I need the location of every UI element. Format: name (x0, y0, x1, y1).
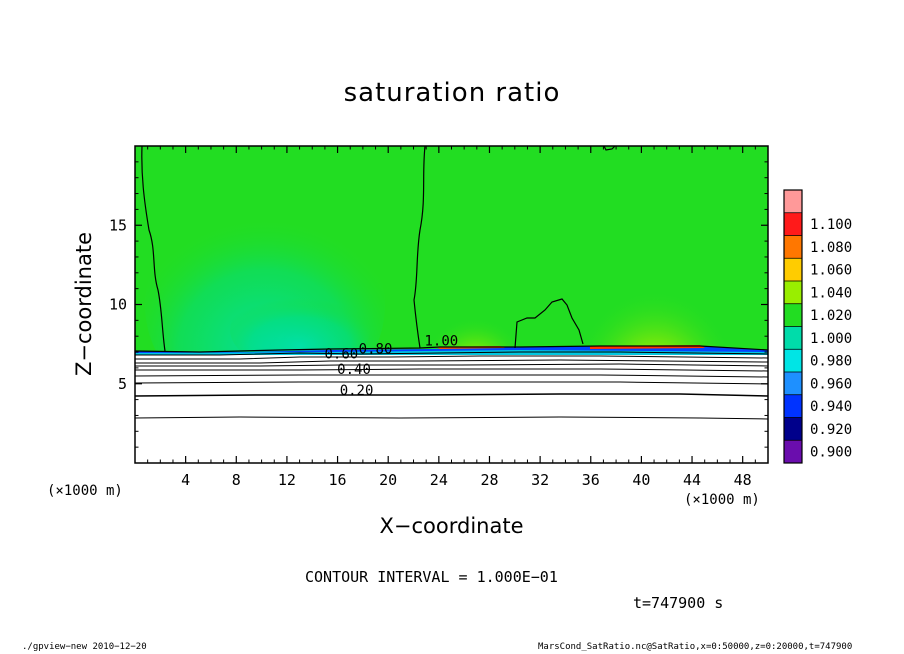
colorbar-label-3: 0.960 (810, 376, 852, 392)
contour-0.20 (135, 393, 768, 397)
chart-title: saturation ratio (343, 78, 561, 108)
x-tick-label-1: 8 (232, 471, 241, 489)
colorbar-label-10: 1.100 (810, 217, 852, 233)
contour-1.00-bump (514, 298, 584, 349)
colorbar-label-8: 1.060 (810, 263, 852, 279)
footer-right: MarsCond_SatRatio.nc@SatRatio,x=0:50000,… (538, 642, 853, 652)
contour-label-0: 0.20 (340, 383, 374, 399)
x-tick-label-8: 36 (582, 471, 600, 489)
contour-0.50 (135, 368, 768, 372)
footer-left: ./gpview−new 2010−12−20 (22, 642, 147, 652)
x-tick-label-2: 12 (278, 471, 296, 489)
x-tick-label-4: 20 (379, 471, 397, 489)
colorbar-label-1: 0.920 (810, 422, 852, 438)
x-tick-label-5: 24 (430, 471, 448, 489)
contour-label-4: 1.00 (425, 334, 459, 350)
x-axis-label: X−coordinate (379, 514, 524, 538)
contour-0.60 (135, 363, 768, 367)
x-tick-label-0: 4 (181, 471, 190, 489)
contour-0.10 (135, 416, 768, 420)
colorbar-swatch-1 (784, 417, 802, 441)
contour-0.80 (135, 355, 768, 360)
contour-0.40 (135, 374, 768, 378)
contour-label-1: 0.40 (337, 362, 371, 378)
contour-label-3: 0.80 (359, 342, 393, 358)
contour-lines (135, 146, 768, 420)
x-tick-label-10: 44 (683, 471, 701, 489)
colorbar-label-4: 0.980 (810, 354, 852, 370)
y-tick-label-0: 5 (118, 375, 127, 393)
contour-label-2: 0.60 (324, 346, 358, 362)
contour-labels: 0.20 0.400.60 0.80 1.00 (324, 334, 459, 399)
y-tick-label-1: 10 (109, 296, 127, 314)
y-tick-label-2: 15 (109, 216, 127, 234)
colorbar-swatch-8 (784, 258, 802, 281)
colorbar-swatch-0 (784, 440, 802, 463)
colorbar-swatch-10 (784, 212, 802, 236)
colorbar-label-9: 1.080 (810, 240, 852, 256)
colorbar-swatch-9 (784, 235, 802, 259)
time-label: t=747900 s (633, 594, 724, 612)
colorbar-swatch-11 (784, 190, 802, 213)
colorbar-swatch-6 (784, 303, 802, 327)
x-tick-label-7: 32 (531, 471, 549, 489)
colorbar-label-6: 1.020 (810, 308, 852, 324)
x-tick-label-11: 48 (734, 471, 752, 489)
x-tick-label-3: 16 (329, 471, 347, 489)
contour-1.00-top (603, 146, 616, 151)
colorbar-label-7: 1.040 (810, 285, 852, 301)
x-unit-label-left: (×1000 m) (47, 483, 123, 499)
x-tick-label-6: 28 (480, 471, 498, 489)
field-layer: 0.20 0.400.60 0.80 1.00 (135, 146, 768, 463)
contour-1.00-mid (413, 146, 426, 349)
x-unit-label-right: (×1000 m) (684, 492, 760, 508)
contour-0.70 (135, 359, 768, 364)
colorbar-swatch-4 (784, 349, 802, 372)
y-axis-label: Z−coordinate (72, 232, 96, 376)
colorbar-swatch-5 (784, 326, 802, 350)
contour-interval: CONTOUR INTERVAL = 1.000E−01 (305, 568, 558, 586)
colorbar-label-2: 0.940 (810, 399, 852, 415)
colorbar-label-0: 0.900 (810, 445, 852, 461)
colorbar-swatch-7 (784, 281, 802, 304)
colorbar-label-5: 1.000 (810, 331, 852, 347)
contour-1.00-left (141, 146, 166, 352)
contour-1.00-base (135, 345, 768, 353)
contour-0.30 (135, 381, 768, 385)
colorbar-swatch-3 (784, 372, 802, 395)
contour-0.90 (135, 351, 768, 356)
colorbar-swatch-2 (784, 394, 802, 418)
x-tick-label-9: 40 (632, 471, 650, 489)
colorbar: 0.900 0.920 0.940 0.960 0.980 1.000 1.020 1.040… (783, 189, 852, 464)
